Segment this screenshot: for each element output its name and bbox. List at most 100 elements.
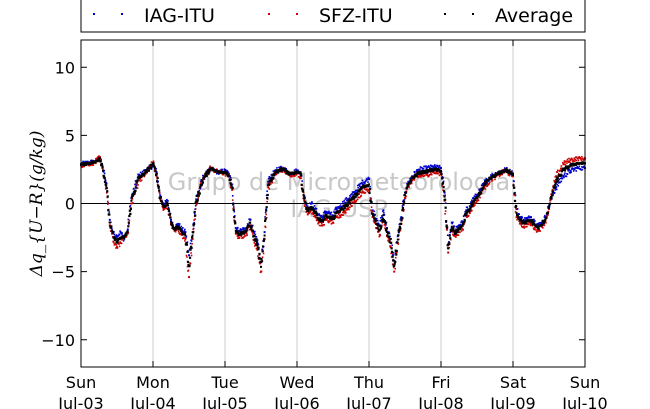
data-point [417,172,420,176]
data-point [495,175,498,178]
data-point [152,162,155,165]
data-point [139,171,142,174]
data-point [533,220,536,223]
data-point [391,255,394,258]
data-point [196,198,199,201]
data-point [110,225,113,228]
data-point [82,164,85,167]
data-point [333,216,336,219]
data-point [188,254,190,257]
data-point [228,178,231,180]
legend-marker [296,13,298,15]
data-point [494,178,496,181]
data-point [325,219,328,221]
data-point [292,175,294,177]
data-point [225,171,228,174]
data-point [127,218,130,221]
legend-label: SFZ-ITU [319,5,393,27]
data-point [131,198,133,201]
data-point [478,189,481,192]
data-point [140,175,143,179]
data-point [231,188,234,191]
data-point [564,167,567,170]
data-point [200,182,202,185]
data-point [581,166,583,168]
data-point [270,174,273,176]
data-point [408,181,411,185]
data-point [504,170,507,173]
data-point [517,216,520,219]
data-point [357,196,359,199]
data-point [496,171,500,174]
data-point [236,228,238,231]
data-point [536,230,538,233]
data-point [88,164,91,167]
data-point [356,184,359,187]
data-point [429,173,431,176]
data-point [338,217,340,219]
data-point [106,200,109,203]
data-point [359,183,362,185]
data-point [254,245,256,247]
data-point [278,166,280,169]
data-point [123,236,126,239]
data-point [241,230,245,233]
data-point [511,170,513,172]
data-point [450,225,453,228]
data-point [436,171,438,174]
data-point [549,195,553,198]
x-tick-label-day: Sat [500,373,526,392]
data-point [162,209,165,211]
data-point [576,157,579,160]
data-point [403,198,406,201]
data-point [136,182,138,185]
data-point [160,200,163,203]
data-point [382,209,385,212]
data-point [391,263,394,266]
data-point [264,226,267,229]
data-point [350,201,352,203]
data-point [200,183,203,186]
data-point [457,234,460,237]
data-point [476,193,480,196]
data-point [545,216,548,219]
data-point [243,236,245,238]
data-point [406,184,410,187]
data-point [253,234,256,238]
data-point [559,169,562,171]
data-point [323,217,326,220]
data-point [359,186,362,190]
data-point [113,233,116,236]
data-point [360,188,363,191]
data-point [299,173,302,176]
data-point [546,211,550,214]
data-point [428,166,430,168]
data-point [563,160,566,162]
data-point [543,216,546,218]
data-point [85,161,88,163]
data-point [348,197,351,199]
data-point [213,171,215,174]
data-point [516,208,519,210]
data-point [120,233,123,235]
data-point [191,237,194,240]
data-point [394,260,397,263]
data-point [462,223,465,226]
data-point [190,246,193,249]
data-point [165,207,168,210]
data-point [391,254,394,256]
data-point [276,171,280,174]
data-point [398,238,400,241]
data-point [456,230,459,234]
data-point [82,160,84,163]
data-point [436,164,439,167]
data-point [215,168,218,171]
data-point [568,165,571,168]
data-point [154,170,157,173]
data-point [379,234,382,237]
data-point [355,189,358,192]
data-point [444,210,447,212]
data-point [362,190,364,193]
data-point [233,215,236,217]
data-point [106,195,109,198]
